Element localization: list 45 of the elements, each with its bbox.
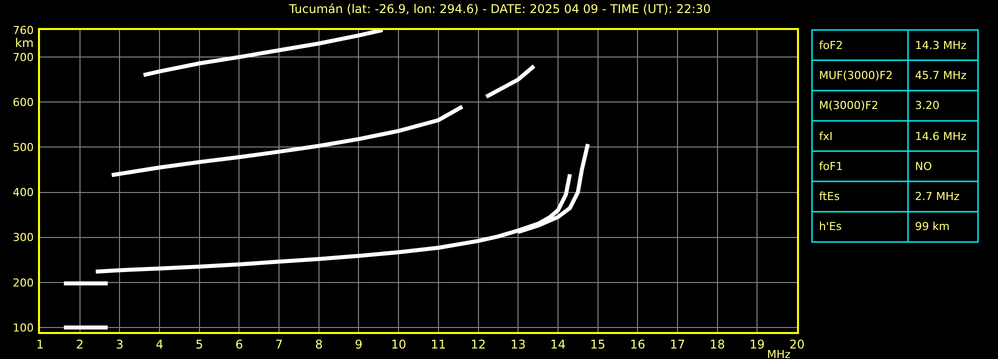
- y-tick-label: 500: [12, 141, 34, 154]
- x-tick-label: 2: [76, 337, 84, 352]
- y-tick-label: 300: [12, 231, 34, 244]
- x-tick-label: 15: [590, 337, 606, 352]
- x-tick-label: 8: [315, 337, 323, 352]
- x-tick-label: 18: [710, 337, 725, 352]
- x-tick-label: 7: [275, 337, 283, 352]
- text: M(3000)F2: [819, 99, 878, 112]
- x-tick-label: 9: [354, 337, 363, 352]
- x-tick-label: 19: [750, 337, 765, 352]
- y-tick-label: 760: [12, 24, 34, 37]
- text: MUF(3000)F2: [819, 69, 893, 82]
- x-tick-label: 13: [510, 337, 526, 352]
- x-tick-label: 4: [156, 337, 164, 352]
- text: ftEs: [819, 190, 840, 203]
- x-tick-label: 10: [390, 337, 406, 352]
- x-tick-label: 12: [470, 337, 486, 352]
- y-axis-title: km: [15, 36, 34, 50]
- text: 14.6 MHz: [915, 130, 967, 143]
- x-tick-label: 5: [196, 337, 204, 352]
- x-tick-label: 11: [430, 337, 446, 352]
- text: foF1: [819, 160, 843, 173]
- x-tick-label: 16: [630, 337, 646, 352]
- y-tick-label: 700: [12, 50, 34, 64]
- text: 45.7 MHz: [915, 69, 967, 82]
- x-axis-title: MHz: [767, 348, 791, 359]
- text: fxI: [819, 130, 833, 143]
- text: 3.20: [915, 99, 940, 112]
- x-tick-label: 17: [670, 337, 686, 352]
- x-tick-label: 3: [116, 337, 124, 352]
- x-tick-label: 1: [36, 337, 44, 352]
- x-tick-label: 20: [789, 337, 805, 352]
- text: foF2: [819, 39, 843, 52]
- y-tick-label: 200: [12, 276, 34, 290]
- y-tick-label: 100: [12, 321, 34, 334]
- text: 99 km: [915, 220, 950, 233]
- y-tick-label: 400: [12, 186, 34, 200]
- y-tick-label: 600: [12, 96, 34, 109]
- text: NO: [915, 160, 932, 173]
- x-tick-label: 14: [550, 337, 566, 352]
- text: 2.7 MHz: [915, 190, 960, 203]
- text: 14.3 MHz: [915, 39, 967, 52]
- chart-title: Tucumán (lat: -26.9, lon: 294.6) - DATE: 2025 04 09 - TIME (UT): 22:30: [288, 2, 711, 16]
- text: h'Es: [819, 220, 842, 233]
- x-tick-label: 6: [235, 337, 244, 352]
